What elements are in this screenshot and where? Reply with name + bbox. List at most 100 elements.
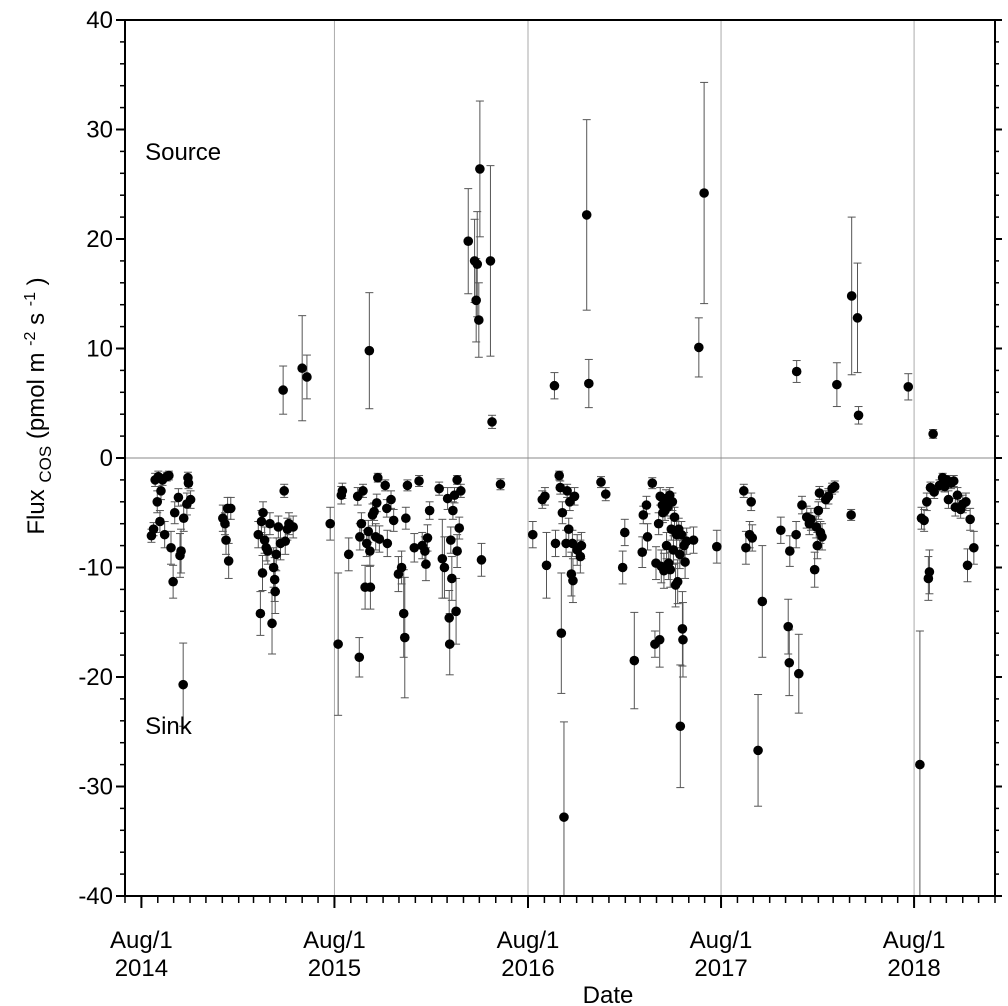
data-point: [806, 514, 816, 525]
x-tick-label-line1: Aug/1: [303, 927, 366, 954]
data-point: [475, 164, 485, 174]
data-point: [965, 514, 975, 525]
data-point: [485, 256, 496, 266]
data-point: [797, 500, 807, 510]
data-point: [444, 613, 455, 623]
data-point: [476, 555, 487, 565]
data-point: [434, 483, 444, 494]
data-point: [829, 481, 840, 492]
data-point: [164, 470, 174, 481]
data-point: [448, 505, 458, 516]
data-point: [183, 478, 194, 488]
data-point: [456, 486, 466, 496]
data-point: [280, 536, 291, 547]
data-point: [653, 518, 664, 529]
data-point: [678, 634, 688, 645]
y-axis-title-unit-a: (pmol m: [23, 352, 50, 439]
data-point: [541, 560, 552, 571]
data-point: [363, 526, 374, 537]
data-point: [166, 542, 176, 553]
x-tick-label-line2: 2017: [694, 955, 747, 982]
data-point: [365, 582, 376, 593]
y-axis-title-exp2: -1: [22, 292, 39, 306]
y-axis: -40 -30 -20 -10 0 10 20 30 40: [78, 7, 1002, 910]
data-point: [437, 553, 448, 564]
data-point: [365, 546, 375, 556]
data-point: [846, 510, 856, 520]
data-point: [343, 549, 354, 560]
x-tick-label-line1: Aug/1: [883, 927, 946, 954]
data-point: [903, 382, 914, 392]
data-point: [386, 494, 396, 505]
y-tick-label: -40: [78, 883, 113, 910]
data-point: [452, 546, 462, 556]
data-point: [791, 529, 801, 540]
data-point: [741, 542, 751, 553]
data-point: [268, 562, 279, 573]
data-point: [471, 295, 481, 306]
data-point: [584, 378, 594, 389]
data-point: [374, 534, 385, 544]
data-point: [358, 486, 368, 496]
data-point: [279, 486, 289, 496]
data-point: [575, 551, 586, 562]
data-point: [550, 538, 561, 549]
data-point: [948, 476, 959, 486]
data-point: [791, 366, 802, 377]
data-point: [451, 606, 461, 617]
y-axis-title-subscript: COS: [36, 446, 55, 483]
data-point: [463, 236, 474, 246]
data-point: [600, 489, 611, 499]
data-point: [672, 576, 683, 587]
data-point: [638, 510, 649, 520]
data-point: [568, 575, 578, 586]
data-point: [220, 518, 230, 529]
data-point: [832, 379, 842, 390]
data-point: [364, 345, 375, 356]
data-point: [674, 549, 685, 560]
data-point: [267, 618, 277, 629]
data-point: [221, 535, 231, 545]
data-point: [817, 532, 827, 542]
data-point: [420, 546, 430, 556]
data-point: [753, 745, 763, 756]
data-point: [159, 529, 170, 540]
data-point: [288, 522, 298, 532]
data-point: [173, 492, 184, 503]
data-point: [554, 470, 565, 481]
data-point: [178, 513, 189, 524]
data-point: [784, 657, 795, 668]
data-point: [746, 497, 756, 507]
data-point: [647, 478, 658, 488]
data-point: [380, 480, 391, 491]
data-point: [424, 505, 435, 516]
data-point: [694, 342, 704, 353]
x-tick-label-line2: 2018: [887, 955, 940, 982]
data-point: [641, 500, 652, 510]
data-point: [846, 291, 857, 301]
data-point: [712, 541, 722, 552]
y-axis-title-main: Flux: [23, 489, 50, 534]
data-point: [354, 652, 365, 663]
data-point: [399, 632, 410, 643]
data-point: [474, 315, 484, 325]
data-point: [556, 628, 567, 638]
data-point: [943, 494, 954, 505]
data-point: [813, 505, 824, 516]
data-point: [676, 529, 687, 540]
y-tick-label: 30: [86, 117, 113, 144]
data-point: [225, 503, 236, 514]
data-point: [757, 596, 768, 607]
data-point: [962, 560, 973, 571]
data-point: [452, 475, 462, 485]
data-point: [371, 498, 382, 508]
data-point: [784, 546, 795, 556]
data-point: [928, 429, 938, 439]
x-tick-label-line1: Aug/1: [497, 927, 560, 954]
y-axis-title: Flux COS (pmol m -2 s -1 ): [14, 277, 57, 534]
data-point: [256, 516, 267, 527]
data-point: [356, 518, 367, 529]
data-point: [665, 564, 676, 575]
data-point: [148, 524, 159, 534]
data-point: [325, 518, 336, 529]
